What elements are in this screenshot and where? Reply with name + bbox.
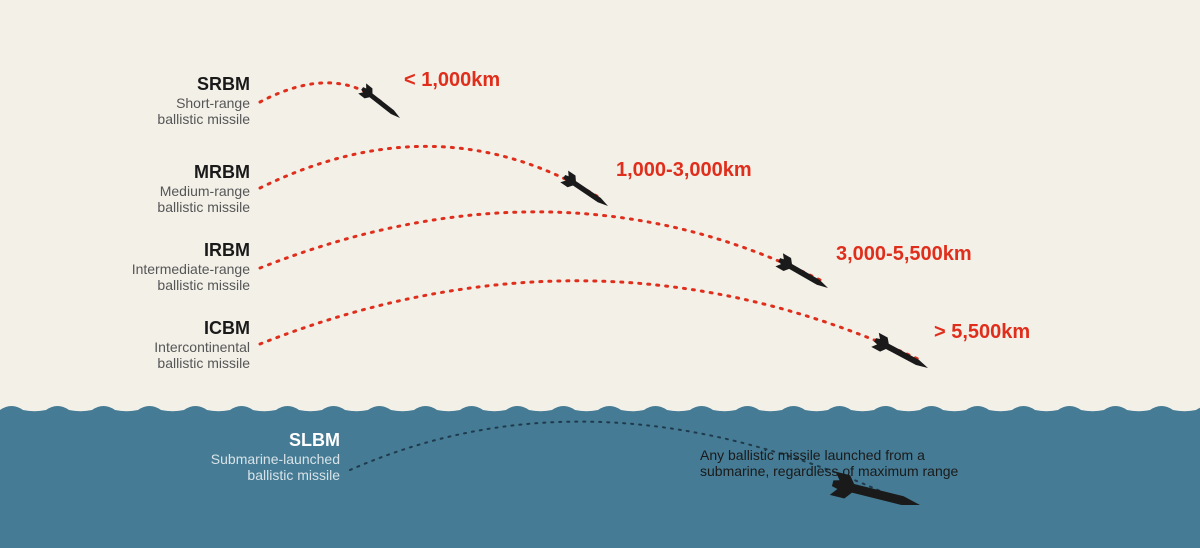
icbm-acronym: ICBM	[204, 318, 250, 338]
mrbm-subtitle: Medium-rangeballistic missile	[157, 183, 250, 215]
mrbm-range-label: 1,000-3,000km	[616, 159, 752, 181]
irbm-range-label: 3,000-5,500km	[836, 243, 972, 265]
ocean	[0, 406, 1200, 548]
srbm-range-label: < 1,000km	[404, 69, 500, 91]
mrbm-acronym: MRBM	[194, 162, 250, 182]
slbm-acronym: SLBM	[289, 430, 340, 450]
srbm-acronym: SRBM	[197, 74, 250, 94]
icbm-range-label: > 5,500km	[934, 321, 1030, 343]
irbm-acronym: IRBM	[204, 240, 250, 260]
icbm-subtitle: Intercontinentalballistic missile	[154, 339, 250, 371]
slbm-description: Any ballistic missile launched from asub…	[700, 447, 959, 479]
